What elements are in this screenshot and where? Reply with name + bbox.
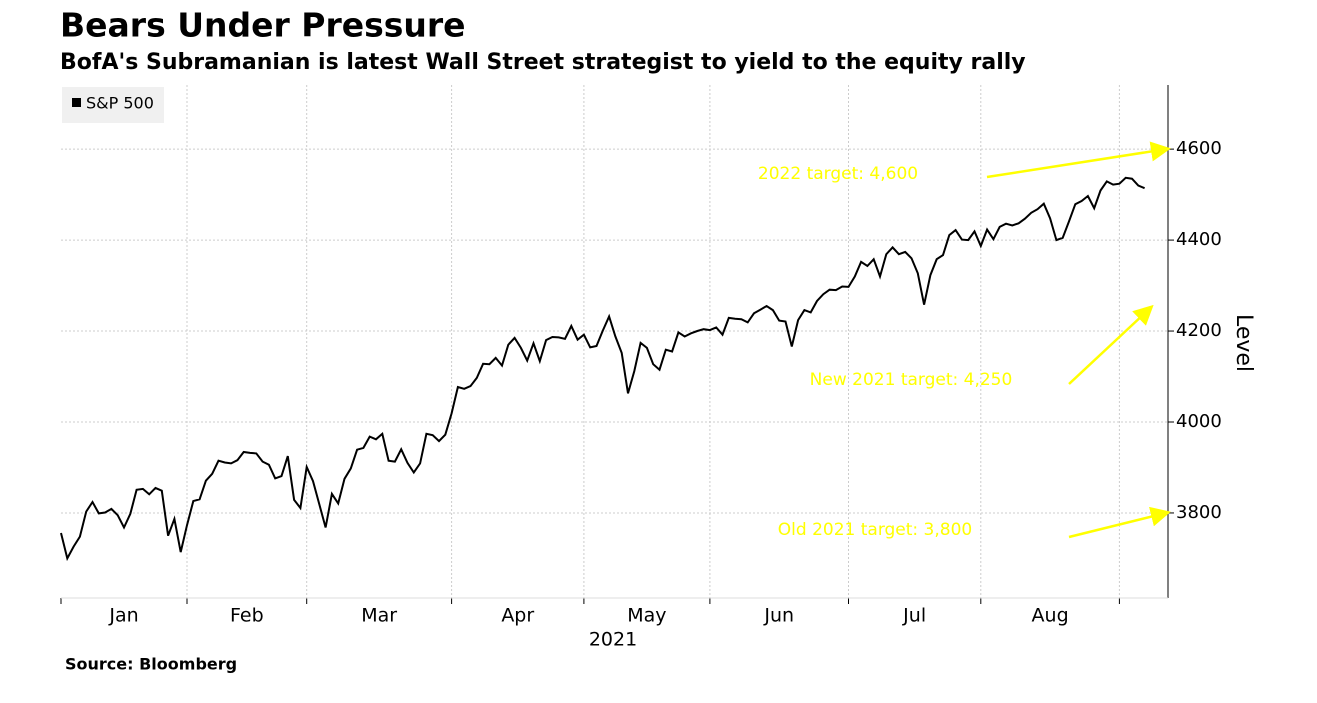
- y-axis-label: Level: [1231, 314, 1256, 372]
- x-tick-label: May: [627, 605, 666, 627]
- x-tick-label: Mar: [361, 605, 397, 627]
- legend-label: S&P 500: [86, 94, 154, 113]
- annotation-arrow: [1068, 304, 1154, 385]
- y-tick-label: 4400: [1176, 229, 1222, 250]
- annotation: 2022 target: 4,600: [758, 164, 918, 184]
- x-tick-label: Feb: [230, 605, 264, 627]
- y-tick-label: 4600: [1176, 138, 1222, 159]
- source: Source: Bloomberg: [65, 655, 237, 674]
- x-axis-label: 2021: [589, 629, 637, 651]
- y-tick-label: 4000: [1176, 411, 1222, 432]
- annotation: New 2021 target: 4,250: [810, 370, 1013, 390]
- x-tick-label: Aug: [1032, 605, 1069, 627]
- annotation: Old 2021 target: 3,800: [778, 520, 972, 540]
- x-tick-label: Jul: [902, 605, 926, 627]
- x-tick-label: Apr: [501, 605, 534, 627]
- annotation-arrow: [986, 141, 1171, 179]
- y-tick-label: 3800: [1176, 502, 1222, 523]
- chart-title: Bears Under Pressure: [60, 6, 466, 45]
- line: [60, 176, 1145, 562]
- y-tick-label: 4200: [1176, 320, 1222, 341]
- legend-swatch: [72, 98, 81, 107]
- chart-subtitle: BofA's Subramanian is latest Wall Street…: [60, 50, 1026, 75]
- x-tick-label: Jun: [763, 605, 794, 627]
- x-tick-label: Jan: [108, 605, 138, 627]
- annotation-arrow: [1068, 506, 1171, 539]
